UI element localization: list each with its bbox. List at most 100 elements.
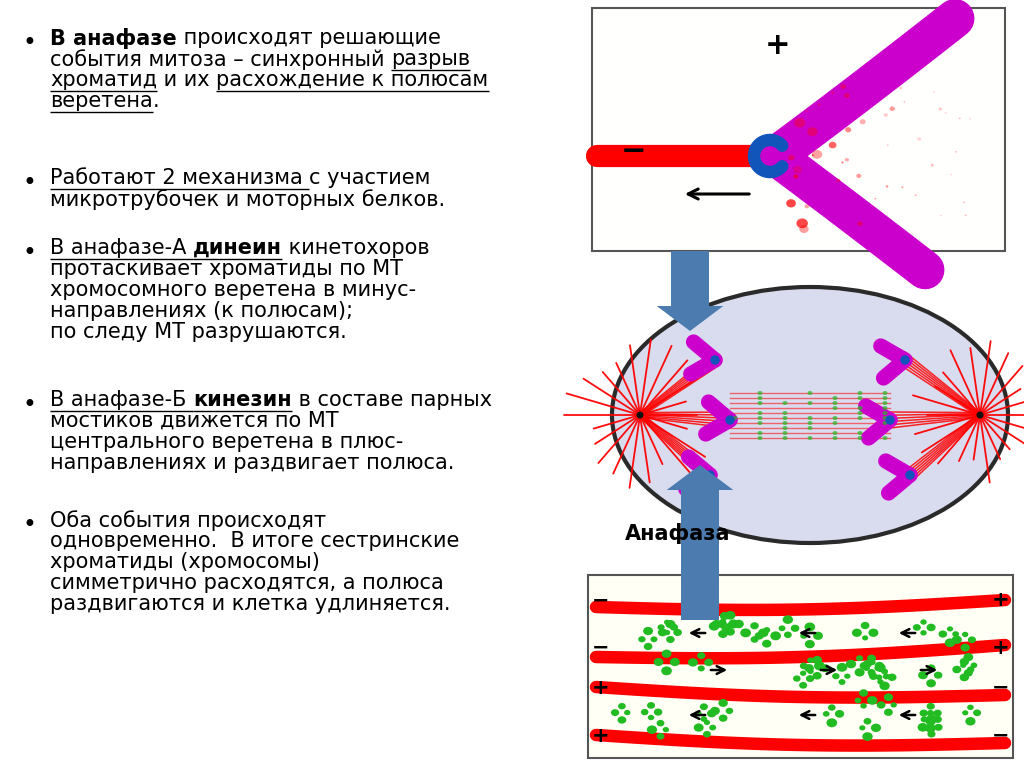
Ellipse shape <box>719 699 728 707</box>
Ellipse shape <box>867 696 878 705</box>
Ellipse shape <box>758 411 763 415</box>
Ellipse shape <box>788 155 795 160</box>
Ellipse shape <box>611 709 620 716</box>
Ellipse shape <box>934 709 942 716</box>
Ellipse shape <box>833 401 838 405</box>
Ellipse shape <box>751 622 759 630</box>
Ellipse shape <box>969 118 971 120</box>
Ellipse shape <box>939 107 942 110</box>
Ellipse shape <box>656 733 665 739</box>
Ellipse shape <box>831 91 835 94</box>
Ellipse shape <box>657 624 665 630</box>
Ellipse shape <box>758 436 763 440</box>
Ellipse shape <box>859 662 868 670</box>
Ellipse shape <box>859 690 868 696</box>
Ellipse shape <box>794 174 799 179</box>
Ellipse shape <box>842 162 844 163</box>
Ellipse shape <box>967 705 974 710</box>
Ellipse shape <box>931 164 934 166</box>
Ellipse shape <box>818 104 820 105</box>
Ellipse shape <box>782 615 793 624</box>
Ellipse shape <box>807 127 817 136</box>
Ellipse shape <box>856 655 863 661</box>
Ellipse shape <box>887 144 889 146</box>
Text: −: − <box>592 591 609 611</box>
Text: Анафаза: Анафаза <box>625 523 730 544</box>
Ellipse shape <box>961 644 970 651</box>
Text: хроматид: хроматид <box>50 70 157 90</box>
Text: одновременно.  В итоге сестринские: одновременно. В итоге сестринские <box>50 531 460 551</box>
Text: +: + <box>991 638 1009 658</box>
Ellipse shape <box>720 612 729 620</box>
Ellipse shape <box>833 436 838 440</box>
Ellipse shape <box>710 707 720 715</box>
Ellipse shape <box>876 663 886 672</box>
Ellipse shape <box>703 720 710 725</box>
Ellipse shape <box>709 622 720 630</box>
Ellipse shape <box>782 401 787 405</box>
Ellipse shape <box>927 703 935 709</box>
Ellipse shape <box>856 173 861 178</box>
Ellipse shape <box>934 724 943 731</box>
Ellipse shape <box>758 391 763 395</box>
Ellipse shape <box>963 201 965 203</box>
Ellipse shape <box>791 624 800 632</box>
Ellipse shape <box>874 198 877 199</box>
Ellipse shape <box>927 715 937 723</box>
Ellipse shape <box>726 708 733 714</box>
Text: кинезин: кинезин <box>193 390 292 410</box>
Ellipse shape <box>862 732 872 741</box>
Ellipse shape <box>884 693 893 701</box>
Text: микротрубочек и моторных белков.: микротрубочек и моторных белков. <box>50 189 445 210</box>
Ellipse shape <box>926 724 936 732</box>
Ellipse shape <box>808 416 812 420</box>
Ellipse shape <box>725 611 735 620</box>
Ellipse shape <box>940 215 942 216</box>
Ellipse shape <box>720 619 726 624</box>
Ellipse shape <box>697 666 705 671</box>
Ellipse shape <box>934 672 942 679</box>
Ellipse shape <box>933 716 942 723</box>
Ellipse shape <box>878 679 884 684</box>
Ellipse shape <box>814 661 825 670</box>
Ellipse shape <box>784 631 792 638</box>
Ellipse shape <box>800 663 808 670</box>
Ellipse shape <box>874 662 884 670</box>
Ellipse shape <box>657 628 668 637</box>
Bar <box>681 565 719 620</box>
Ellipse shape <box>883 673 890 680</box>
Ellipse shape <box>800 670 806 676</box>
Text: с участием: с участием <box>309 168 431 188</box>
Text: Оба события происходят: Оба события происходят <box>50 510 326 531</box>
Ellipse shape <box>945 638 955 647</box>
Ellipse shape <box>778 625 785 631</box>
Ellipse shape <box>808 401 812 405</box>
Bar <box>671 251 709 306</box>
Ellipse shape <box>641 709 648 716</box>
Text: .: . <box>153 91 160 111</box>
Ellipse shape <box>726 416 734 424</box>
Text: веретена: веретена <box>50 91 153 111</box>
Ellipse shape <box>927 680 936 687</box>
Ellipse shape <box>959 658 969 666</box>
Ellipse shape <box>763 627 770 633</box>
Ellipse shape <box>650 637 657 642</box>
Ellipse shape <box>833 396 838 400</box>
Ellipse shape <box>857 406 862 410</box>
Ellipse shape <box>793 676 801 682</box>
Ellipse shape <box>860 703 867 709</box>
Ellipse shape <box>977 412 983 419</box>
Ellipse shape <box>833 673 840 680</box>
Ellipse shape <box>868 671 876 677</box>
Ellipse shape <box>794 166 802 173</box>
Ellipse shape <box>918 137 922 141</box>
Ellipse shape <box>863 665 869 671</box>
Ellipse shape <box>833 416 838 420</box>
Ellipse shape <box>722 627 728 631</box>
Ellipse shape <box>927 710 934 716</box>
Ellipse shape <box>726 628 735 636</box>
Ellipse shape <box>874 666 881 671</box>
Ellipse shape <box>755 632 764 640</box>
Ellipse shape <box>667 636 675 643</box>
Ellipse shape <box>945 112 946 114</box>
